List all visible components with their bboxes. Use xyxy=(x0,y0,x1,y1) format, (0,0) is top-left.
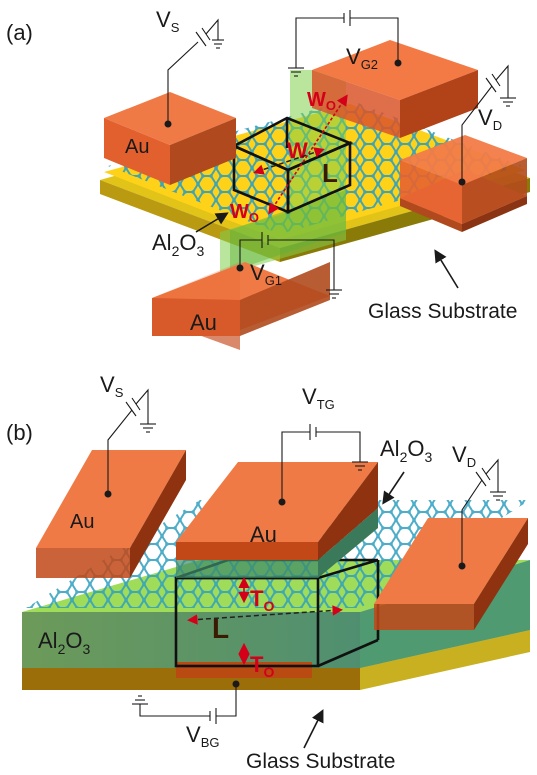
oxide-top-label-b: Al2O3 xyxy=(380,436,432,465)
top-gate-circuit xyxy=(278,424,368,506)
gate1-pad: Au xyxy=(152,262,330,350)
oxide-label-a: Al2O3 xyxy=(152,230,204,259)
top-gate-pad-label: Au xyxy=(250,522,277,547)
dim-to-bottom: TO xyxy=(250,652,274,680)
back-gate-voltage-label: VBG xyxy=(186,722,219,750)
source-pad-a: Au xyxy=(104,92,236,185)
back-gate-circuit xyxy=(132,680,240,724)
gate2-voltage-label: VG2 xyxy=(346,44,378,72)
oxide-top-arrow-b xyxy=(382,471,405,505)
source-pad-label-a: Au xyxy=(125,136,149,158)
dim-w: W xyxy=(287,138,308,163)
panel-b: (b) xyxy=(6,372,530,773)
top-gate-oxide xyxy=(176,508,378,578)
gate2-pad xyxy=(312,40,478,138)
source-circuit-a xyxy=(164,18,224,128)
source-voltage-label-b: VS xyxy=(100,372,124,400)
source-voltage-label-a: VS xyxy=(156,7,180,35)
oxide-side-label-b: Al2O3 xyxy=(38,628,90,657)
panel-a-tag: (a) xyxy=(6,20,33,45)
source-pad-label-b: Au xyxy=(70,511,94,533)
panel-b-tag: (b) xyxy=(6,420,33,445)
gate1-voltage-label: VG1 xyxy=(250,260,282,288)
drain-voltage-label-a: VD xyxy=(478,105,502,133)
drain-circuit-b xyxy=(458,458,506,570)
gate1-circuit xyxy=(236,232,342,299)
substrate-label-b: Glass Substrate xyxy=(246,750,395,773)
gate1-pad-label: Au xyxy=(190,310,217,335)
back-gate-electrode xyxy=(176,662,312,678)
drain-pad-b xyxy=(374,518,528,630)
substrate-arrow-a xyxy=(434,249,459,289)
source-pad-b: Au xyxy=(36,450,186,578)
dim-w-arrow xyxy=(268,94,348,215)
drain-circuit-a xyxy=(458,64,516,186)
top-gate-voltage-label: VTG xyxy=(302,384,335,412)
oxide-arrow-a xyxy=(195,212,229,233)
dim-l-a: L xyxy=(322,158,338,188)
dim-l-arrow-b xyxy=(187,605,343,625)
source-circuit-b xyxy=(104,388,156,498)
dim-l-arrow-a xyxy=(253,147,325,175)
drain-pad-a xyxy=(400,135,527,232)
dim-wo-bottom: WO xyxy=(230,201,259,225)
gate2-circuit xyxy=(288,10,402,77)
panel-a: (a) xyxy=(6,7,530,350)
drain-voltage-label-b: VD xyxy=(452,442,476,470)
top-gate-pad: Au xyxy=(176,462,378,560)
substrate-arrow-b xyxy=(303,709,324,749)
substrate-label-a: Glass Substrate xyxy=(368,300,517,323)
